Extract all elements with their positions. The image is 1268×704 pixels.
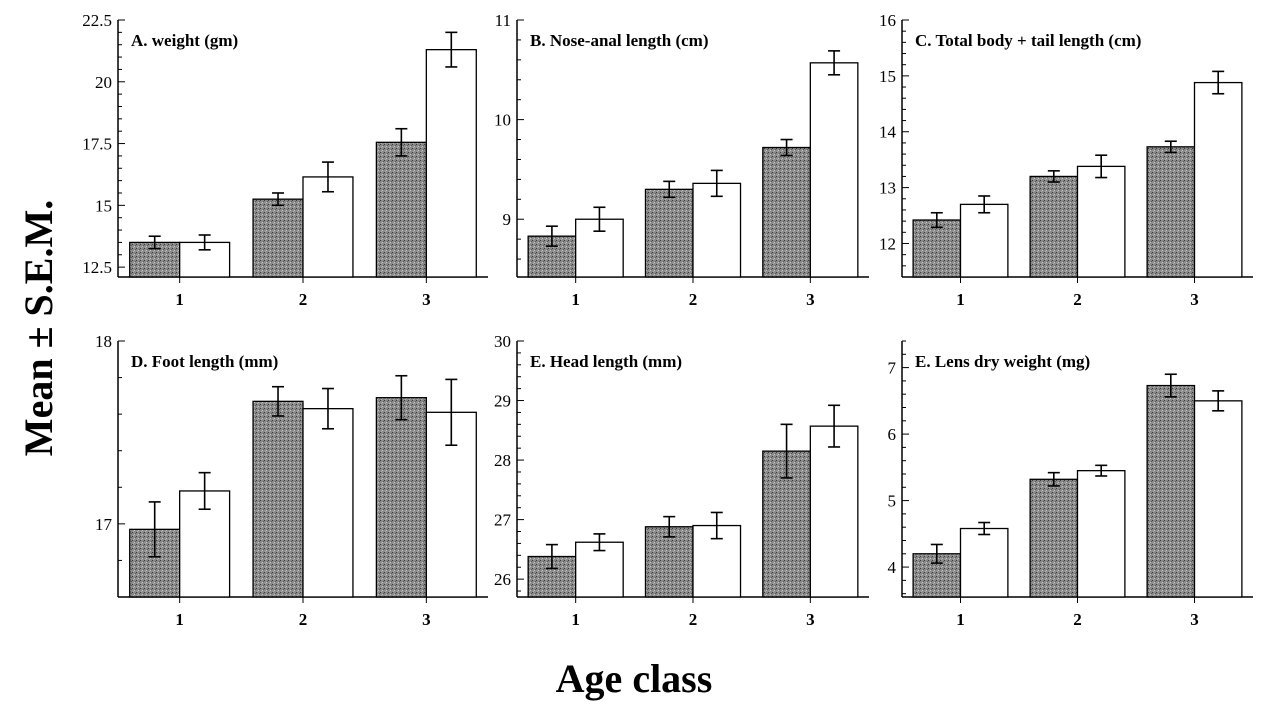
bar-series-2	[959, 203, 1009, 278]
x-tick-label: 3	[1190, 290, 1199, 309]
x-tick-label: 3	[422, 610, 431, 629]
bar-series-1	[375, 141, 427, 278]
x-tick-label: 3	[422, 290, 431, 309]
panel-title: B. Nose-anal length (cm)	[530, 31, 708, 50]
bar-series-1	[912, 219, 962, 278]
bar-series-2	[1076, 470, 1126, 598]
y-tick-label: 16	[879, 11, 896, 30]
x-tick-label: 3	[806, 610, 815, 629]
y-tick-label: 29	[494, 392, 511, 411]
panel-title: A. weight (gm)	[131, 31, 238, 50]
y-tick-label: 9	[503, 210, 512, 229]
bar-series-2	[809, 425, 859, 598]
y-axis-label-text: Mean ± S.E.M.	[16, 200, 61, 456]
x-tick-label: 1	[956, 610, 965, 629]
bar-series-2	[959, 527, 1009, 598]
y-tick-label: 5	[888, 492, 897, 511]
y-tick-label: 15	[95, 196, 112, 215]
y-tick-label: 28	[494, 451, 511, 470]
y-tick-label: 7	[888, 359, 897, 378]
y-tick-label: 26	[494, 570, 511, 589]
chart-panel-1: 12.5 15 17.5 20 22.5 1 2 3 A. weight (gm)	[82, 11, 488, 309]
y-tick-label: 15	[879, 67, 896, 86]
x-axis-label: Age class	[555, 656, 713, 701]
x-tick-label: 3	[806, 290, 815, 309]
y-tick-label: 13	[879, 179, 896, 198]
y-tick-label: 4	[888, 558, 897, 577]
bar-series-1	[252, 400, 304, 598]
y-tick-label: 30	[494, 332, 511, 351]
x-tick-label: 2	[1073, 290, 1082, 309]
x-tick-label: 1	[571, 610, 580, 629]
y-tick-label: 12	[879, 234, 896, 253]
x-tick-label: 1	[956, 290, 965, 309]
x-tick-label: 2	[689, 290, 698, 309]
x-tick-label: 2	[689, 610, 698, 629]
bar-series-2	[1193, 81, 1243, 278]
y-tick-label: 18	[95, 332, 112, 351]
y-tick-label: 27	[494, 511, 512, 530]
y-tick-label: 20	[95, 73, 112, 92]
bar-series-2	[692, 182, 742, 278]
bar-series-1	[1146, 384, 1196, 598]
y-tick-label: 14	[879, 123, 897, 142]
bar-series-1	[375, 397, 427, 598]
y-axis-label: Mean ± S.E.M.	[0, 118, 70, 538]
bar-series-1	[1029, 478, 1079, 598]
chart-panel-6: 4 5 6 7 1 2 3 E. Lens dry weight (mg)	[888, 340, 1253, 629]
chart-panel-5: 26 27 28 29 30 1 2 3 E. Head length (mm)	[494, 332, 869, 629]
bar-series-2	[1193, 400, 1243, 598]
x-tick-label: 2	[299, 610, 308, 629]
x-tick-label: 1	[571, 290, 580, 309]
y-tick-label: 10	[494, 111, 511, 130]
bar-series-2	[1076, 165, 1126, 278]
bar-series-1	[252, 198, 304, 278]
bar-series-2	[425, 49, 477, 278]
chart-panel-4: 17 18 1 2 3 D. Foot length (mm)	[95, 332, 488, 629]
y-tick-label: 12.5	[82, 258, 112, 277]
x-tick-label: 1	[175, 610, 184, 629]
panel-title: C. Total body + tail length (cm)	[915, 31, 1141, 50]
bar-series-1	[1029, 175, 1079, 278]
x-tick-label: 2	[299, 290, 308, 309]
bar-series-1	[762, 146, 811, 278]
panel-title: E. Lens dry weight (mg)	[915, 352, 1090, 371]
y-tick-label: 6	[888, 425, 897, 444]
y-tick-label: 11	[495, 11, 511, 30]
panel-title: D. Foot length (mm)	[131, 352, 278, 371]
y-tick-label: 22.5	[82, 11, 112, 30]
bar-series-2	[809, 62, 859, 278]
bar-series-1	[644, 188, 694, 278]
x-tick-label: 1	[175, 290, 184, 309]
bar-series-1	[644, 526, 694, 598]
x-tick-label: 3	[1190, 610, 1199, 629]
y-tick-label: 17.5	[82, 135, 112, 154]
panel-title: E. Head length (mm)	[530, 352, 682, 371]
y-tick-label: 17	[95, 515, 113, 534]
bar-series-2	[302, 408, 354, 598]
bar-series-1	[1146, 146, 1196, 278]
x-tick-label: 2	[1073, 610, 1082, 629]
